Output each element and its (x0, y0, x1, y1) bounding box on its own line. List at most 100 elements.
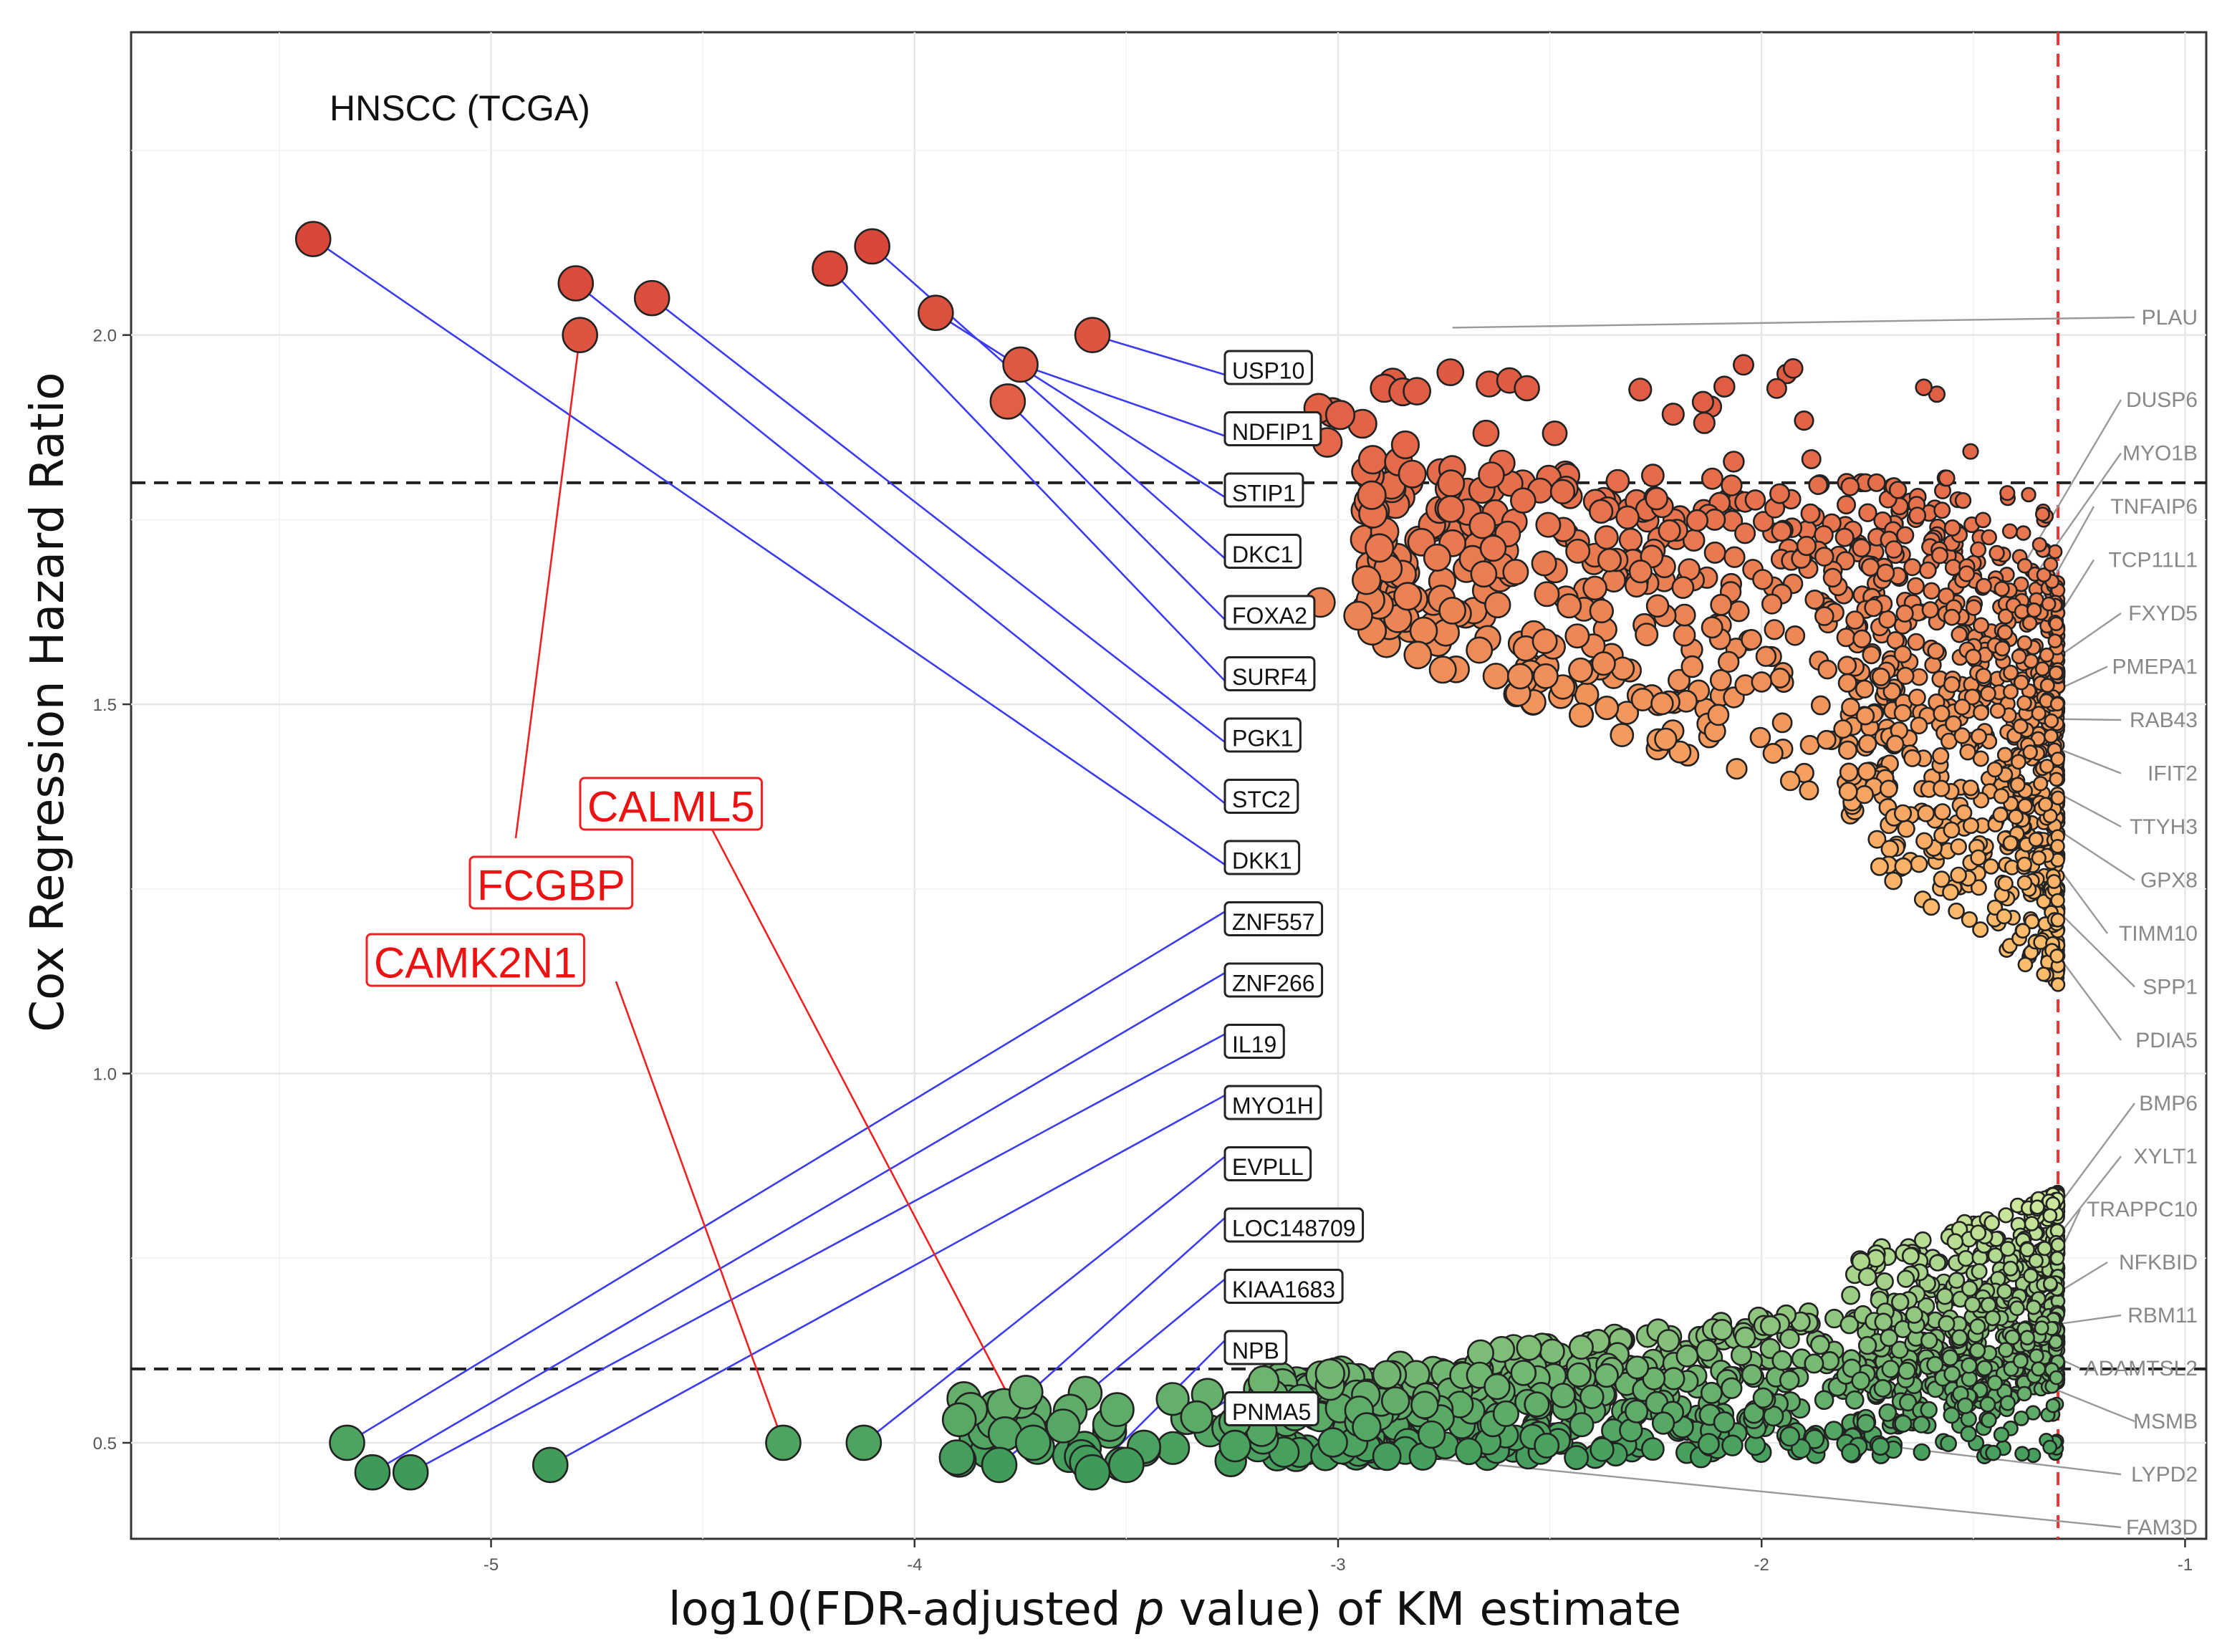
right-gene-label: TIMM10 (2119, 922, 2198, 946)
gene-label-text: EVPLL (1232, 1154, 1304, 1180)
data-point (1948, 902, 1965, 920)
highlight-label-text: CALML5 (587, 782, 754, 830)
data-point (1180, 1400, 1213, 1434)
highlighted-point (765, 1424, 802, 1461)
data-point (1423, 543, 1451, 572)
right-leader-line (1452, 316, 2135, 329)
data-point (1839, 762, 1859, 782)
data-point (2016, 557, 2033, 574)
data-point (2017, 798, 2033, 814)
gene-label-text: USP10 (1232, 358, 1304, 384)
data-point (1685, 509, 1709, 532)
data-point (1809, 1335, 1830, 1355)
right-gene-label: TRAPPC10 (2087, 1198, 2198, 1221)
data-point (1713, 1411, 1736, 1434)
data-point (1651, 1411, 1675, 1435)
data-point (1932, 746, 1950, 765)
gene-label-box (1223, 1391, 1319, 1426)
data-point (1942, 883, 1959, 901)
data-point (1673, 603, 1696, 627)
data-point (1398, 459, 1427, 489)
data-point (1894, 857, 1913, 876)
data-point (1956, 1397, 1974, 1415)
data-point (2003, 683, 2019, 700)
data-point (2049, 1251, 2065, 1266)
data-point (1993, 787, 2010, 805)
labeled-point (354, 1454, 391, 1491)
data-point (1726, 758, 1748, 780)
data-point (1568, 657, 1594, 683)
data-point (1550, 1383, 1576, 1408)
data-point (1936, 1287, 1954, 1305)
data-point (1532, 663, 1559, 689)
data-point (1771, 712, 1793, 734)
data-point (1100, 1392, 1135, 1427)
data-point (1733, 354, 1755, 376)
x-axis-title-part-2: value) of KM estimate (1164, 1583, 1681, 1636)
data-point (1645, 486, 1668, 511)
data-point (1372, 1441, 1402, 1471)
data-point (1718, 650, 1740, 673)
right-gene-label: MYO1B (2122, 442, 2198, 466)
data-point (1713, 375, 1736, 398)
data-point (1438, 597, 1467, 625)
data-point (1996, 1283, 2013, 1300)
data-point (1771, 1350, 1793, 1371)
right-gene-label: TTYH3 (2130, 815, 2198, 839)
data-point (1983, 858, 1999, 875)
data-point (1893, 703, 1912, 722)
data-point (1510, 487, 1536, 514)
data-point (1762, 742, 1784, 764)
data-point (2042, 1208, 2058, 1224)
y-tick-label: 2.0 (93, 327, 117, 346)
data-point (1784, 625, 1806, 646)
labeled-point (532, 1446, 569, 1484)
data-point (2019, 1330, 2035, 1345)
right-leader-line (2057, 910, 2135, 988)
data-point (2013, 674, 2029, 691)
leader-line (1092, 334, 1226, 376)
highlight-label-text: FCGBP (477, 861, 625, 909)
gene-label-text: FOXA2 (1232, 603, 1307, 629)
right-gene-label: BMP6 (2139, 1092, 2198, 1115)
right-gene-label: XYLT1 (2134, 1145, 2198, 1168)
right-gene-label: RAB43 (2130, 709, 2198, 732)
data-point (1721, 474, 1743, 496)
data-point (2035, 506, 2051, 522)
data-point (1907, 633, 1925, 651)
leader-line (410, 1033, 1226, 1474)
data-point (2049, 772, 2064, 787)
data-point (1996, 624, 2013, 640)
data-point (1771, 521, 1792, 542)
data-point (1926, 1355, 1944, 1373)
data-point (1893, 804, 1913, 822)
data-point (1472, 419, 1500, 447)
data-point (1824, 1421, 1844, 1441)
data-point (1390, 430, 1420, 460)
gene-label-text: DKK1 (1232, 848, 1292, 874)
data-point (2009, 777, 2026, 793)
gene-label-text: NPB (1232, 1338, 1279, 1364)
right-leader-line (2058, 718, 2122, 721)
data-point (2043, 557, 2059, 572)
gene-label-text: PNMA5 (1232, 1399, 1311, 1425)
data-point (1875, 1272, 1894, 1291)
data-point (1557, 593, 1582, 619)
data-point (1997, 875, 2014, 892)
data-point (1881, 1360, 1900, 1378)
data-point (1531, 628, 1558, 654)
data-point (1852, 629, 1872, 648)
data-point (1975, 668, 1992, 685)
data-point (2049, 616, 2064, 632)
data-point (1009, 1375, 1044, 1410)
data-point (2049, 1370, 2064, 1386)
data-point (2049, 949, 2064, 964)
data-point (1564, 623, 1590, 649)
data-point (1855, 706, 1875, 726)
data-point (1986, 1375, 2004, 1391)
data-point (2003, 664, 2019, 681)
data-point (1357, 445, 1388, 475)
data-point (2031, 706, 2047, 721)
gene-label-text: MYO1H (1232, 1093, 1314, 1119)
data-point (1534, 581, 1560, 608)
